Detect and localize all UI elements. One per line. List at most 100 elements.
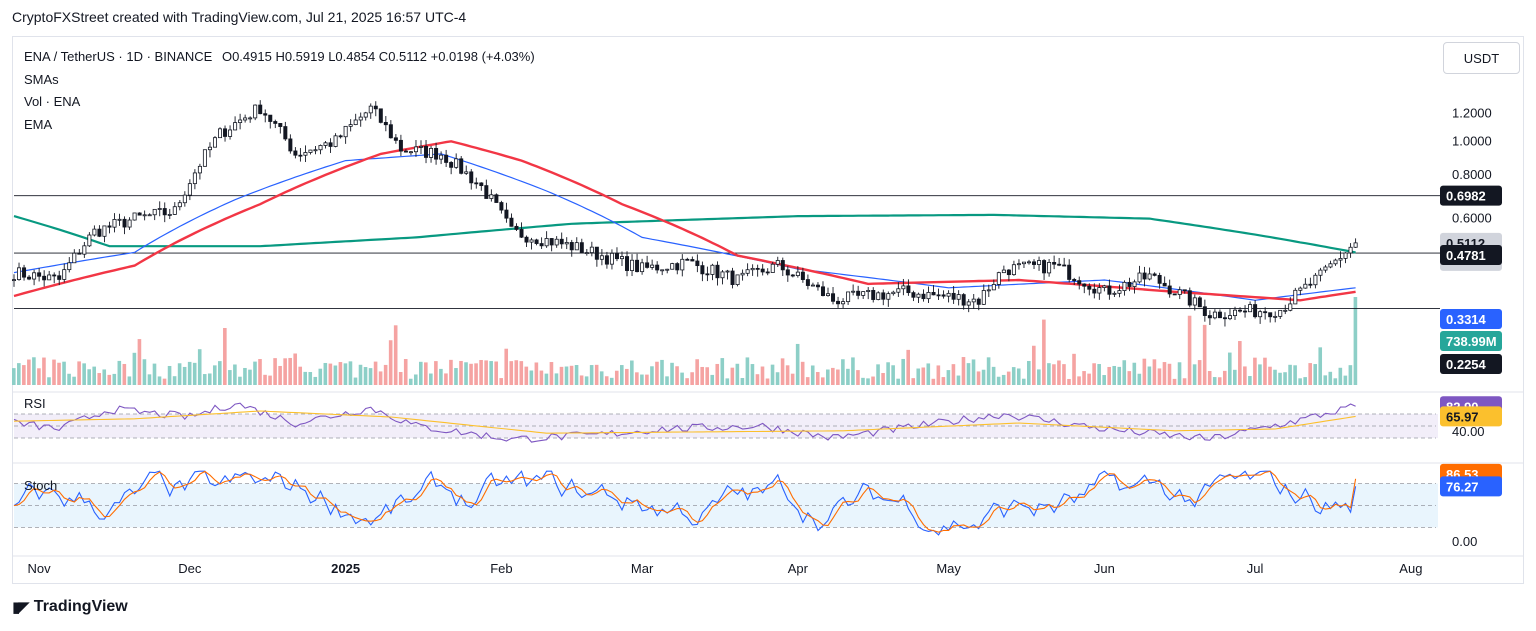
volume-bar bbox=[393, 325, 398, 385]
volume-bar bbox=[27, 359, 31, 385]
candle-body bbox=[1142, 272, 1147, 280]
price-badge-bg bbox=[1440, 309, 1502, 329]
volume-bar bbox=[836, 369, 840, 385]
candle-body bbox=[876, 292, 881, 300]
volume-bar bbox=[1338, 367, 1343, 385]
volume-bar bbox=[755, 374, 760, 385]
volume-bar bbox=[1308, 363, 1312, 385]
volume-bar bbox=[1132, 362, 1137, 385]
candle-body bbox=[112, 219, 117, 228]
volume-bar bbox=[177, 363, 182, 385]
candle-body bbox=[383, 121, 388, 126]
volume-bar bbox=[142, 359, 147, 385]
candle-body bbox=[1097, 287, 1102, 294]
candle-body bbox=[248, 117, 253, 120]
candle-body bbox=[1016, 263, 1021, 266]
candle-body bbox=[810, 284, 815, 287]
volume-bar bbox=[1167, 363, 1172, 385]
candle-body bbox=[449, 162, 454, 168]
x-tick-label: Nov bbox=[28, 561, 52, 576]
volume-bar bbox=[328, 363, 333, 385]
candle-body bbox=[358, 116, 363, 121]
candle-body bbox=[62, 269, 67, 280]
candle-body bbox=[1011, 264, 1016, 276]
candle-body bbox=[986, 289, 991, 292]
candle-body bbox=[584, 252, 589, 254]
volume-bar bbox=[876, 364, 880, 385]
indicator-ema[interactable]: EMA bbox=[24, 116, 53, 132]
volume-bar bbox=[815, 372, 820, 385]
footer-brand[interactable]: ▮◤ TradingView bbox=[12, 598, 128, 616]
volume-bar bbox=[579, 375, 584, 385]
candle-body bbox=[1127, 281, 1132, 287]
stoch-tick-label: 0.00 bbox=[1452, 534, 1477, 549]
volume-bar bbox=[1152, 359, 1157, 385]
volume-bar bbox=[258, 359, 262, 385]
candle-body bbox=[730, 270, 735, 285]
indicator-sma[interactable]: SMAs bbox=[24, 71, 59, 87]
candle-body bbox=[127, 219, 132, 228]
volume-bar bbox=[564, 366, 569, 385]
indicator-volume[interactable]: Vol · ENA bbox=[24, 94, 81, 109]
candle-body bbox=[1328, 263, 1333, 268]
candle-body bbox=[675, 263, 680, 271]
volume-bar bbox=[625, 368, 629, 385]
rsi-pane-label[interactable]: RSI bbox=[24, 396, 46, 411]
candle-body bbox=[846, 291, 851, 303]
candle-body bbox=[454, 158, 459, 168]
candle-body bbox=[881, 292, 886, 300]
volume-bar bbox=[1278, 372, 1282, 385]
volume-bar bbox=[670, 362, 674, 385]
volume-bar bbox=[851, 357, 855, 385]
volume-bar bbox=[449, 359, 453, 385]
volume-bar bbox=[645, 374, 649, 385]
price-tick-label: 1.2000 bbox=[1452, 106, 1492, 121]
volume-bar bbox=[810, 365, 815, 385]
candle-body bbox=[1243, 310, 1248, 313]
price-badge-bg bbox=[1440, 185, 1502, 206]
volume-bar bbox=[906, 349, 911, 385]
candle-body bbox=[439, 154, 444, 160]
volume-bar bbox=[1293, 365, 1297, 385]
volume-bar bbox=[1348, 365, 1353, 385]
volume-bar bbox=[886, 362, 890, 385]
symbol-title[interactable]: ENA / TetherUS · 1D · BINANCE bbox=[24, 49, 213, 64]
candle-body bbox=[388, 124, 393, 139]
volume-bar bbox=[1177, 362, 1182, 385]
candle-body bbox=[1197, 297, 1202, 308]
volume-bar bbox=[1011, 367, 1016, 385]
candle-body bbox=[1253, 304, 1258, 318]
candle-body bbox=[1037, 260, 1042, 265]
volume-bar bbox=[57, 362, 61, 385]
volume-bar bbox=[97, 373, 102, 385]
volume-bar bbox=[1253, 357, 1257, 385]
volume-bar bbox=[273, 358, 277, 385]
volume-bar bbox=[1343, 375, 1348, 385]
candle-body bbox=[343, 125, 348, 138]
volume-bar bbox=[218, 361, 222, 385]
candle-body bbox=[524, 236, 529, 243]
volume-bar bbox=[1222, 370, 1227, 385]
volume-bar bbox=[800, 361, 805, 385]
x-tick-label: May bbox=[936, 561, 961, 576]
volume-bar bbox=[589, 365, 594, 385]
stoch-pane-label[interactable]: Stoch bbox=[24, 478, 58, 493]
currency-unit-button[interactable]: USDT bbox=[1443, 42, 1520, 74]
volume-bar bbox=[82, 363, 86, 385]
x-tick-label: Feb bbox=[490, 561, 512, 576]
price-tick-label: 0.8000 bbox=[1452, 167, 1492, 182]
candle-body bbox=[599, 255, 604, 260]
volume-bar bbox=[1162, 362, 1167, 385]
volume-bar bbox=[308, 372, 313, 385]
candle-body bbox=[645, 262, 650, 268]
candle-body bbox=[680, 258, 685, 271]
candle-body bbox=[278, 123, 283, 127]
volume-bar bbox=[388, 340, 393, 385]
volume-bar bbox=[1207, 371, 1212, 385]
candle-body bbox=[780, 260, 785, 271]
candle-body bbox=[1077, 280, 1082, 285]
volume-bar bbox=[665, 376, 669, 385]
volume-bar bbox=[278, 365, 282, 385]
candle-body bbox=[650, 264, 655, 268]
